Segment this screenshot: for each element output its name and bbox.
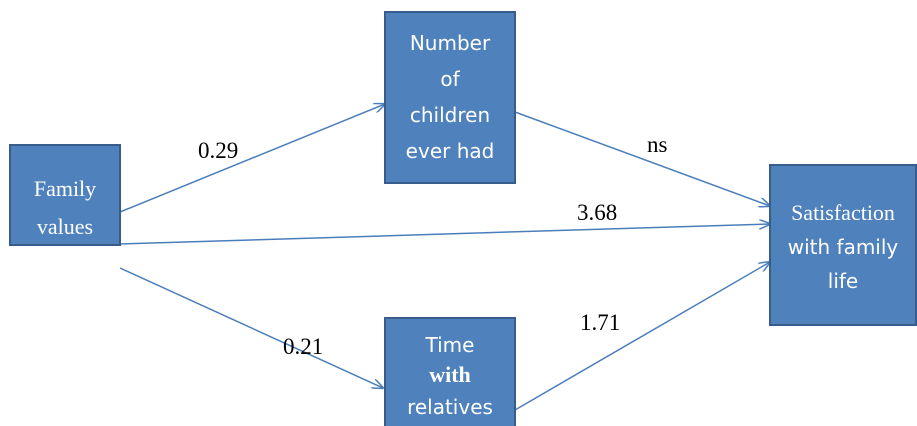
arrow (119, 104, 385, 213)
arrow (514, 262, 770, 411)
edge-label: ns (647, 132, 668, 157)
node-label: Satisfaction (791, 200, 895, 225)
node-label: Family (34, 176, 96, 201)
node-label: values (37, 214, 93, 239)
edge-label: 3.68 (577, 200, 617, 225)
edge-label: 0.29 (198, 138, 238, 163)
node-label: life (828, 269, 858, 293)
node-box (9, 144, 121, 246)
node-label: Time (425, 333, 475, 357)
node-label: relatives (407, 395, 493, 419)
node-label: with (429, 362, 471, 387)
arrow (119, 267, 383, 388)
node-label: ever had (406, 139, 495, 163)
node-label: children (410, 103, 490, 127)
node-label: with family (788, 235, 899, 259)
node-box (384, 11, 516, 184)
edge-label: 1.71 (580, 310, 620, 335)
edge-label: 0.21 (283, 334, 323, 359)
node-box (769, 164, 917, 326)
node-label: Number (410, 31, 491, 55)
arrow (514, 111, 770, 206)
node-label: of (440, 67, 460, 91)
node-box (384, 317, 516, 426)
arrow (119, 224, 770, 245)
